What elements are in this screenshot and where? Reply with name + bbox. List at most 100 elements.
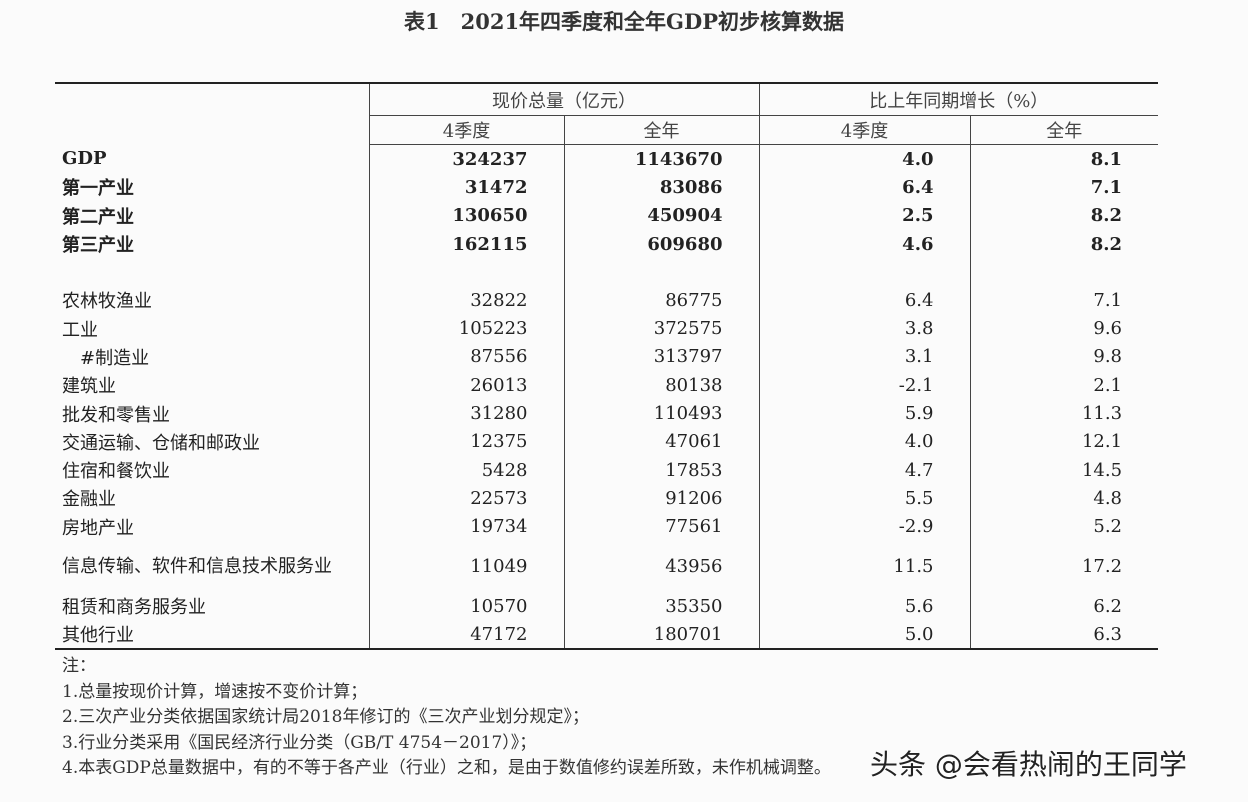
row-label: 第一产业 [62,178,134,200]
table-row: GDP 324237 1143670 4.0 8.1 [55,144,1159,174]
cell: 162115 [368,229,564,259]
row-label: 第三产业 [62,235,134,257]
header-current-price: 现价总量（亿元） [368,82,759,116]
table-row: 建筑业 26013 80138 -2.1 2.1 [55,371,1159,400]
cell: 6.4 [758,286,970,315]
watermark: 头条 @会看热闹的王同学 [870,748,1187,781]
cell: 6.3 [969,620,1159,651]
cell: 26013 [368,371,564,400]
cell: 372575 [563,314,759,343]
cell: 9.6 [969,314,1159,343]
row-label: 其他行业 [55,620,369,651]
spacer-cell [368,258,564,287]
cell: 110493 [563,399,759,428]
cell: 6.2 [969,591,1159,621]
header-q4-growth: 4季度 [758,115,970,145]
cell: 87556 [368,342,564,372]
table-row: 第三产业 162115 609680 4.6 8.2 [55,229,1159,259]
gdp-table: 现价总量（亿元） 比上年同期增长（%） 4季度 全年 4季度 全年 GDP 32… [55,82,1159,651]
cell: -2.9 [758,512,970,541]
cell: 31472 [368,173,564,202]
note-item: 2.三次产业分类依据国家统计局2018年修订的《三次产业划分规定》； [62,707,589,727]
table-title: 表1 2021年四季度和全年GDP初步核算数据 [404,9,844,34]
spacer-row [55,258,1159,287]
cell: 35350 [563,591,759,621]
table-row: 租赁和商务服务业 10570 35350 5.6 6.2 [55,591,1159,621]
cell: 1143670 [563,144,759,174]
cell: 2.5 [758,201,970,230]
cell: 9.8 [969,342,1159,372]
spacer-cell [563,258,759,287]
cell: 2.1 [969,371,1159,400]
note-item: 4.本表GDP总量数据中，有的不等于各产业（行业）之和，是由于数值修约误差所致，… [62,758,831,778]
cell: 105223 [368,314,564,343]
cell: 17.2 [969,540,1159,592]
cell: 4.8 [969,484,1159,513]
row-label: 批发和零售业 [62,404,170,426]
cell: 4.0 [758,144,970,174]
cell: 10570 [368,591,564,621]
cell: 8.1 [969,144,1159,174]
cell: 43956 [563,540,759,592]
cell: 80138 [563,371,759,400]
note-item: 1.总量按现价计算，增速按不变价计算； [62,681,368,702]
spacer-cell [758,258,970,287]
header-growth-rate: 比上年同期增长（%） [758,82,1159,116]
notes-heading: 注： [62,656,96,676]
cell: 32822 [368,286,564,315]
table-row: 工业 105223 372575 3.8 9.6 [55,314,1159,343]
row-label: 第二产业 [62,206,134,228]
cell: 5.2 [969,512,1159,541]
row-label: 农林牧渔业 [62,291,152,313]
cell: 3.1 [758,342,970,372]
spacer-cell [969,258,1159,287]
cell: 31280 [368,399,564,428]
row-label: GDP [62,148,107,170]
cell: 22573 [368,484,564,513]
cell: 11049 [368,540,564,592]
cell: 11.3 [969,399,1159,428]
table-row: 第一产业 31472 83086 6.4 7.1 [55,173,1159,202]
cell: 3.8 [758,314,970,343]
cell: 8.2 [969,201,1159,230]
cell: 91206 [563,484,759,513]
table-row: 房地产业 19734 77561 -2.9 5.2 [55,512,1159,541]
cell: 130650 [368,201,564,230]
cell: 14.5 [969,455,1159,485]
cell: 4.0 [758,427,970,456]
table-notes: 注： 1.总量按现价计算，增速按不变价计算； 2.三次产业分类依据国家统计局20… [62,654,831,782]
cell: 5.5 [758,484,970,513]
table-row: 其他行业 47172 180701 5.0 6.3 [55,620,1159,651]
cell: 5.6 [758,591,970,621]
cell: 77561 [563,512,759,541]
row-label: 信息传输、软件和信息技术服务业 [62,555,332,577]
cell: 4.7 [758,455,970,485]
table-row: 住宿和餐饮业 5428 17853 4.7 14.5 [55,455,1159,485]
note-item: 3.行业分类采用《国民经济行业分类（GB/T 4754－2017）》； [62,732,537,753]
cell: 324237 [368,144,564,174]
table-row: 批发和零售业 31280 110493 5.9 11.3 [55,399,1159,428]
header-year-value: 全年 [563,115,759,145]
cell: 47172 [368,620,564,651]
cell: 11.5 [758,540,970,592]
header-blank [55,82,369,145]
cell: 17853 [563,455,759,485]
cell: 47061 [563,427,759,456]
cell: 19734 [368,512,564,541]
header-year-growth: 全年 [969,115,1159,145]
cell: 86775 [563,286,759,315]
row-label: 住宿和餐饮业 [62,461,170,483]
cell: 83086 [563,173,759,202]
row-label: 租赁和商务服务业 [62,597,206,618]
table-row: 金融业 22573 91206 5.5 4.8 [55,484,1159,513]
row-label: 建筑业 [62,376,116,398]
header-q4-value: 4季度 [368,115,564,145]
cell: 7.1 [969,286,1159,315]
table-row: 第二产业 130650 450904 2.5 8.2 [55,201,1159,230]
cell: 6.4 [758,173,970,202]
cell: 12.1 [969,427,1159,456]
cell: 12375 [368,427,564,456]
cell: 180701 [563,620,759,651]
cell: 4.6 [758,229,970,259]
row-label: #制造业 [62,347,150,369]
